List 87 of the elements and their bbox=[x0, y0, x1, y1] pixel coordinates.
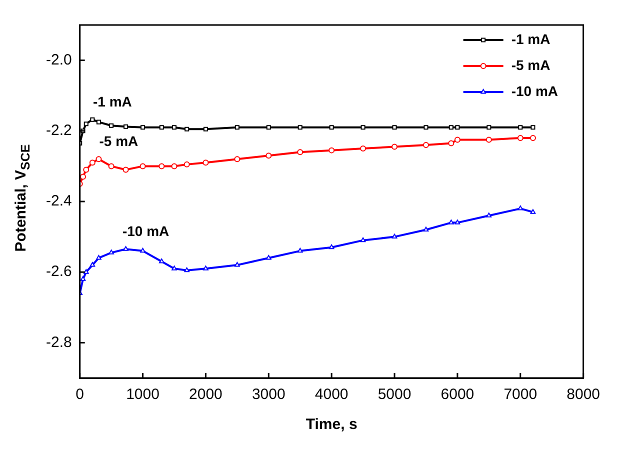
point bbox=[83, 269, 89, 274]
point bbox=[392, 234, 398, 239]
point bbox=[424, 125, 428, 130]
y-tick-label: -2.2 bbox=[46, 122, 72, 140]
point bbox=[140, 163, 146, 170]
legend-label: -1 mA bbox=[511, 30, 550, 47]
x-tick-label: 5000 bbox=[378, 386, 412, 404]
point bbox=[158, 258, 164, 264]
y-tick-label: -2.6 bbox=[46, 263, 72, 280]
point bbox=[266, 125, 271, 130]
point bbox=[172, 125, 177, 130]
point bbox=[517, 134, 524, 141]
point bbox=[448, 140, 454, 146]
point bbox=[530, 134, 536, 141]
point bbox=[108, 250, 114, 254]
point bbox=[266, 152, 272, 159]
point bbox=[360, 237, 366, 242]
point bbox=[90, 262, 96, 267]
point bbox=[109, 123, 114, 128]
point bbox=[96, 156, 102, 162]
y-tick-label: -2.4 bbox=[46, 192, 72, 210]
point bbox=[96, 254, 102, 260]
point bbox=[83, 166, 90, 173]
y-tick-label: -2.8 bbox=[46, 334, 72, 351]
point bbox=[518, 206, 524, 210]
point bbox=[360, 125, 366, 130]
point bbox=[234, 262, 240, 267]
point bbox=[422, 142, 429, 148]
x-tick-label: 7000 bbox=[504, 386, 538, 404]
point bbox=[486, 125, 492, 130]
point bbox=[392, 125, 397, 130]
point bbox=[329, 125, 334, 130]
point bbox=[328, 244, 334, 250]
point bbox=[455, 125, 460, 130]
point bbox=[360, 146, 366, 152]
point bbox=[234, 125, 240, 130]
point bbox=[122, 166, 129, 173]
point bbox=[530, 209, 536, 214]
point bbox=[96, 120, 101, 124]
point bbox=[84, 122, 88, 126]
point bbox=[518, 125, 523, 130]
point bbox=[202, 160, 209, 166]
point bbox=[140, 248, 146, 253]
point bbox=[298, 125, 302, 130]
point bbox=[454, 220, 460, 224]
point bbox=[454, 136, 460, 143]
point bbox=[203, 266, 208, 270]
x-tick-label: 0 bbox=[76, 386, 84, 404]
x-tick-label: 3000 bbox=[252, 386, 286, 404]
point bbox=[123, 246, 128, 251]
point bbox=[172, 266, 177, 270]
point bbox=[423, 226, 429, 232]
point bbox=[171, 163, 178, 170]
point bbox=[486, 212, 492, 218]
point bbox=[184, 126, 190, 132]
x-tick-label: 8000 bbox=[566, 386, 600, 404]
point bbox=[89, 160, 96, 166]
annotation: -1 mA bbox=[92, 93, 132, 110]
annotation: -5 mA bbox=[99, 133, 138, 149]
point bbox=[448, 125, 454, 130]
point bbox=[90, 117, 95, 122]
point bbox=[184, 161, 190, 168]
point bbox=[159, 125, 164, 130]
point bbox=[124, 124, 128, 129]
point bbox=[486, 136, 492, 143]
point bbox=[297, 149, 304, 156]
x-axis-title: Time, s bbox=[306, 416, 358, 434]
annotation: -10 mA bbox=[122, 223, 170, 240]
point bbox=[108, 163, 114, 170]
point bbox=[392, 144, 398, 150]
legend-label: -5 mA bbox=[511, 56, 550, 73]
x-tick-label: 4000 bbox=[314, 386, 348, 404]
point bbox=[234, 156, 240, 162]
point bbox=[158, 163, 165, 170]
point bbox=[184, 267, 190, 272]
point bbox=[203, 126, 208, 132]
y-tick-label: -2.0 bbox=[46, 51, 72, 68]
x-tick-label: 6000 bbox=[440, 386, 474, 404]
legend-label: -10 mA bbox=[511, 82, 558, 99]
point bbox=[530, 125, 536, 130]
point bbox=[297, 248, 303, 253]
x-tick-label: 2000 bbox=[189, 386, 222, 404]
point bbox=[328, 147, 335, 154]
x-tick-label: 1000 bbox=[126, 386, 160, 404]
point bbox=[140, 125, 146, 130]
point bbox=[448, 220, 454, 224]
point bbox=[266, 254, 272, 260]
